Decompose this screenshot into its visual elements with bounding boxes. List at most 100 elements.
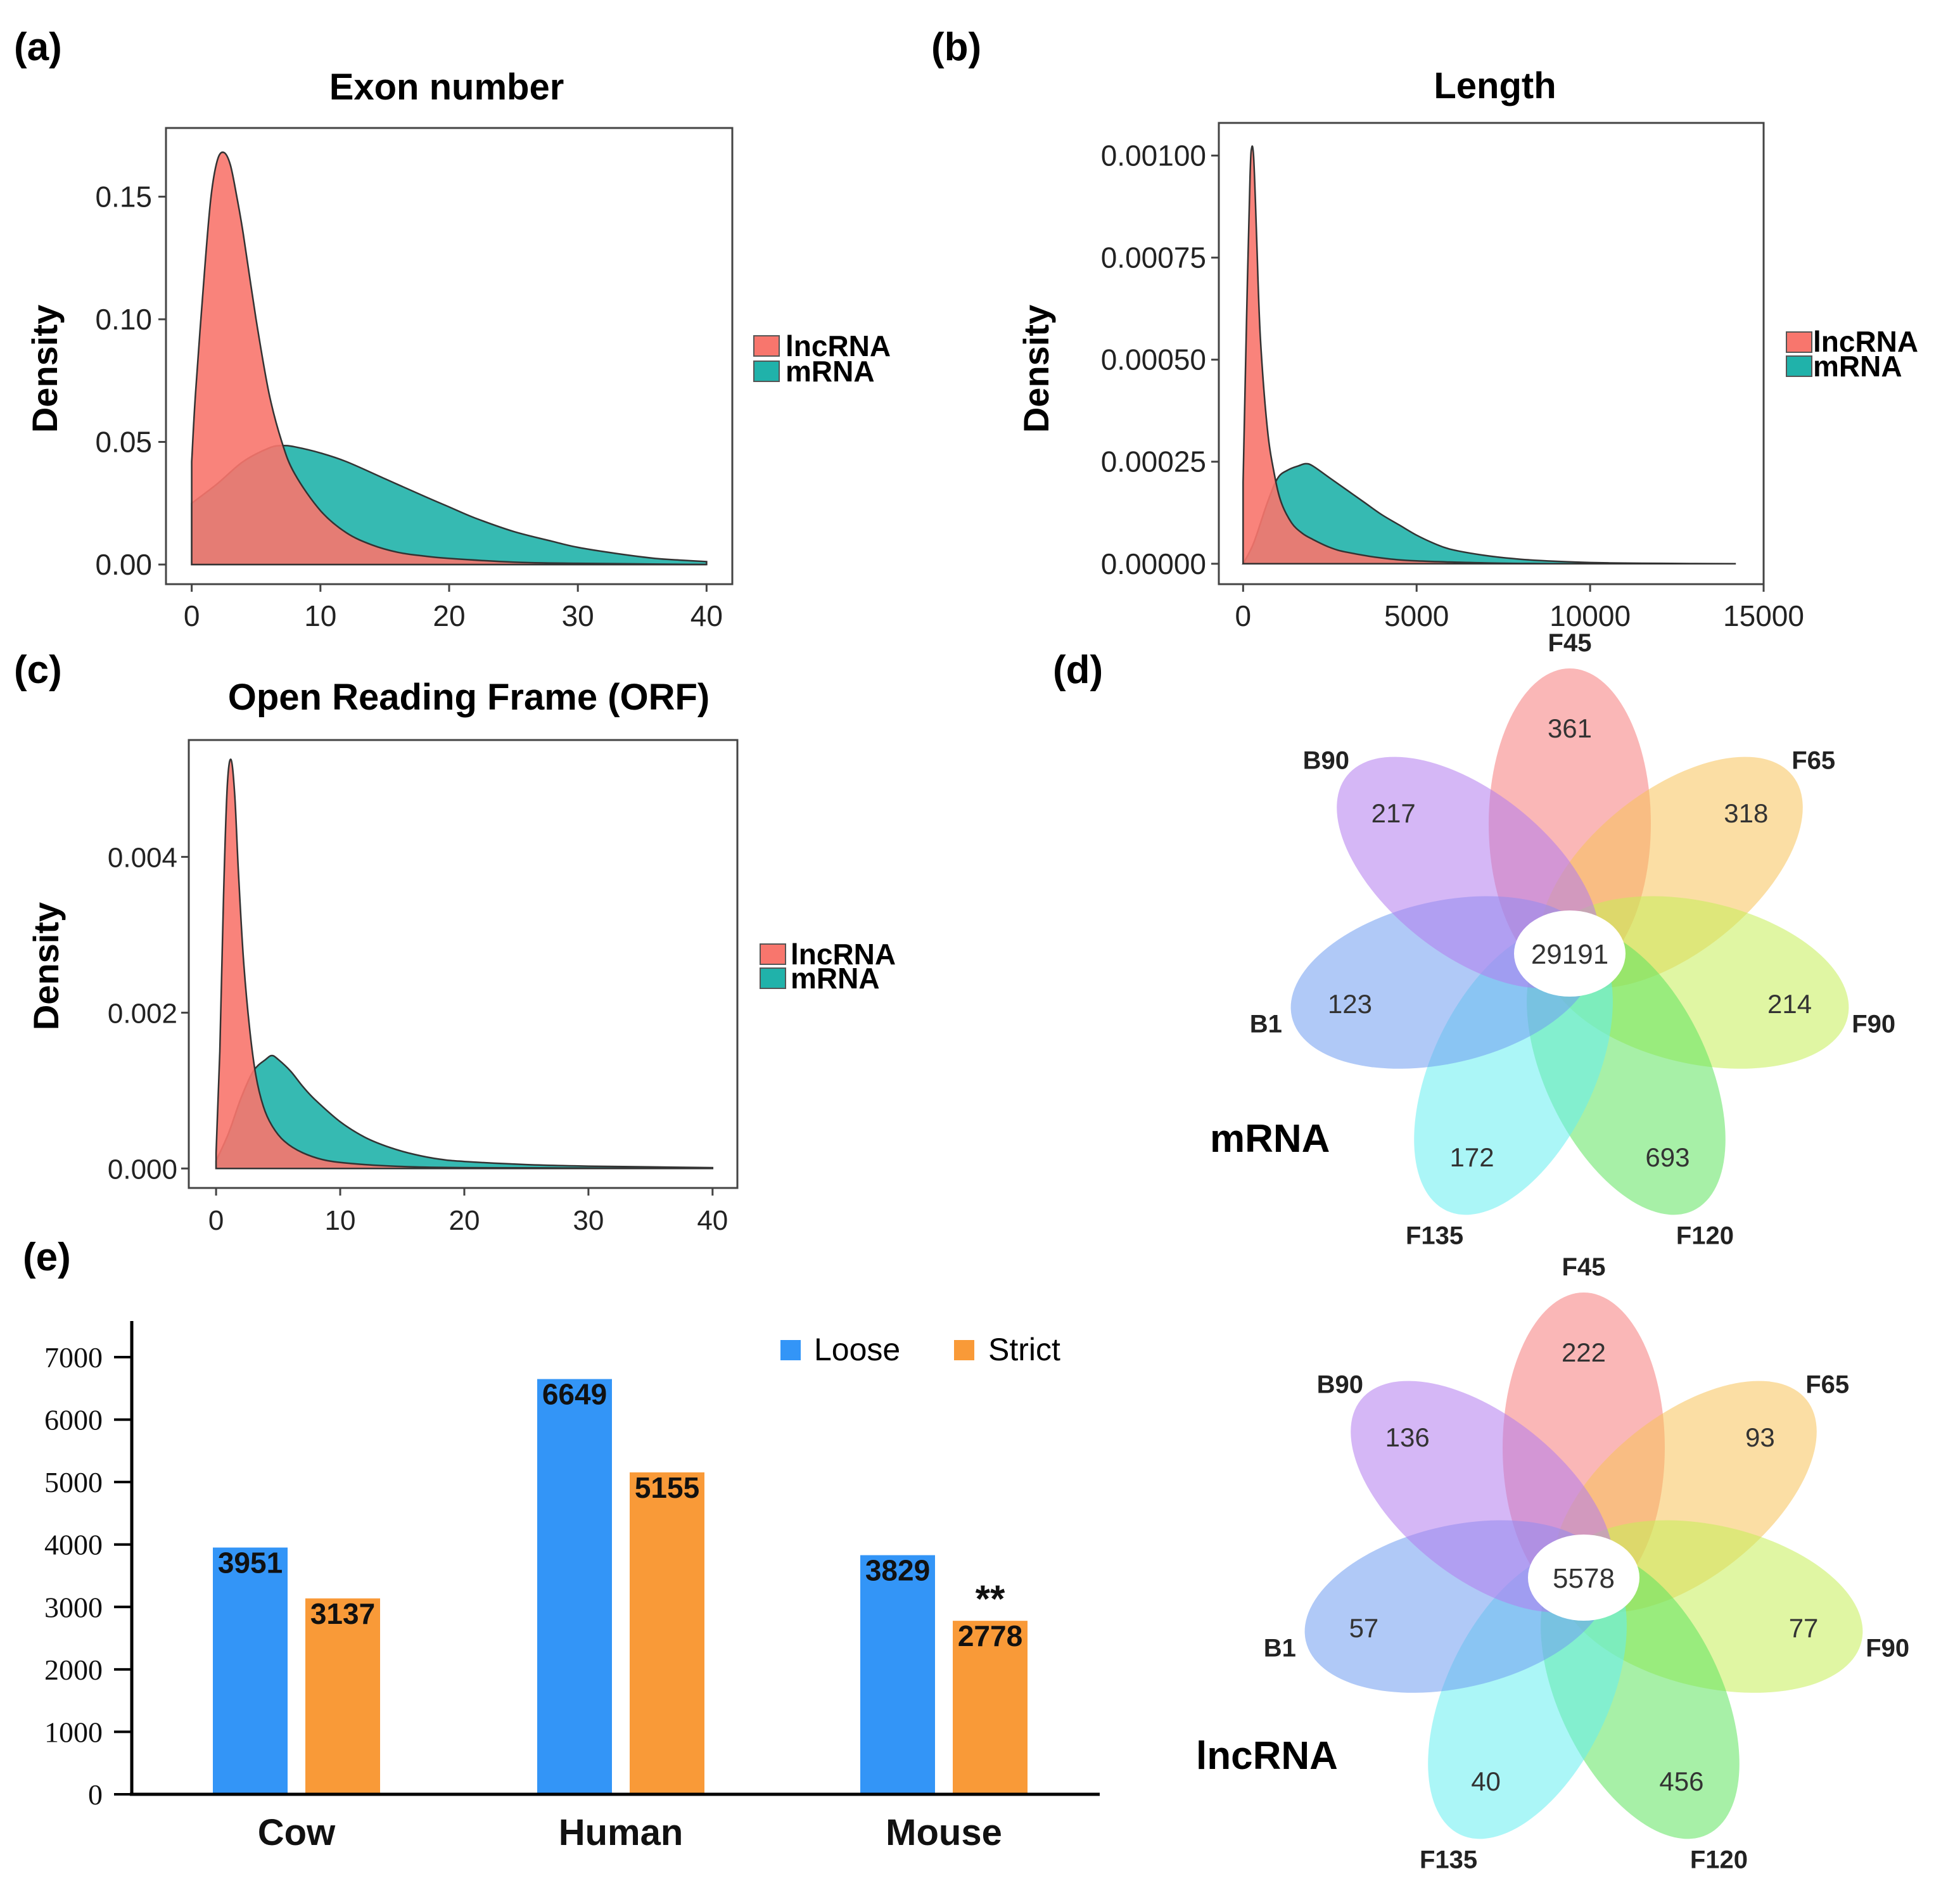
x-tick-label: 40 — [690, 599, 723, 632]
bar-value-label: 6649 — [542, 1378, 607, 1411]
venn-set-label-f135: F135 — [1406, 1222, 1463, 1249]
x-category-label: Cow — [258, 1812, 336, 1853]
density-area-lncrna — [215, 758, 713, 1170]
x-tick-label: 20 — [449, 1205, 480, 1236]
x-tick-label: 0 — [1235, 599, 1252, 632]
venn-title-mrna: mRNA — [1210, 1117, 1330, 1161]
venn-count-f90: 77 — [1789, 1613, 1819, 1643]
venn-count-f90: 214 — [1767, 989, 1812, 1019]
x-tick-label: 15000 — [1723, 599, 1804, 632]
x-tick-label: 10000 — [1550, 599, 1631, 632]
venn-count-f65: 318 — [1724, 798, 1768, 828]
y-tick-label: 3000 — [44, 1591, 103, 1623]
venn-set-label-b1: B1 — [1264, 1635, 1296, 1663]
y-axis-label: Density — [26, 902, 66, 1030]
y-tick-label: 2000 — [44, 1654, 103, 1686]
lncrna-count-bar-chart: 39513137Cow66495155Human38292778Mouse** … — [44, 1321, 1100, 1853]
panel-label-a: (a) — [14, 25, 62, 69]
panel-label-e: (e) — [23, 1235, 71, 1279]
y-tick-label: 0.10 — [95, 303, 152, 336]
bar-value-label: 5155 — [635, 1471, 699, 1504]
legend: Loose Strict — [780, 1332, 1060, 1367]
venn-set-label-f45: F45 — [1562, 1253, 1606, 1281]
venn-set-label-f120: F120 — [1690, 1846, 1748, 1873]
y-tick-label: 0.00025 — [1101, 445, 1206, 478]
venn-set-label-f135: F135 — [1420, 1846, 1477, 1873]
venn-center — [1514, 910, 1626, 997]
legend-swatch-mrna — [753, 361, 780, 382]
legend-label-loose: Loose — [814, 1332, 900, 1367]
venn-set-label-f90: F90 — [1866, 1635, 1909, 1663]
bar-value-label: 3829 — [865, 1554, 930, 1587]
chart-title: Exon number — [329, 67, 564, 108]
legend-swatch-loose — [780, 1340, 801, 1360]
y-tick-label: 0.000 — [108, 1154, 177, 1185]
y-axis-label: Density — [1016, 305, 1056, 433]
y-tick-label: 0.00100 — [1101, 139, 1206, 172]
legend: lncRNA mRNA — [760, 938, 896, 995]
density-area-mrna — [1242, 463, 1736, 565]
chart-title: Length — [1434, 65, 1556, 106]
venn-count-b90: 136 — [1385, 1422, 1430, 1452]
bar-value-label: 3951 — [218, 1547, 283, 1580]
y-axis-label: Density — [25, 305, 65, 433]
legend-swatch-lncrna — [1786, 331, 1812, 353]
bar-strict-cow — [305, 1598, 380, 1794]
legend: lncRNA mRNA — [753, 329, 891, 388]
venn-set-label-f120: F120 — [1676, 1222, 1734, 1249]
legend-label-strict: Strict — [988, 1332, 1060, 1367]
venn-count-f45: 222 — [1562, 1337, 1606, 1367]
x-tick-label: 20 — [433, 599, 465, 632]
lncrna-venn-diagram: 222 F45 93 F65 77 F90 456 F120 40 F135 57 B1 136 B90 5… — [1264, 1253, 1909, 1873]
legend-label-mrna: mRNA — [1813, 350, 1902, 383]
y-tick-label: 7000 — [44, 1341, 103, 1374]
venn-count-f65: 93 — [1745, 1422, 1775, 1452]
venn-set-label-b90: B90 — [1317, 1370, 1363, 1398]
x-tick-label: 0 — [208, 1205, 224, 1236]
mrna-venn-diagram: 361 F45 318 F65 214 F90 693 F120 172 F135 123 B1 217… — [1250, 629, 1895, 1249]
y-tick-label: 0.00075 — [1101, 241, 1206, 274]
legend-label-lncrna: lncRNA — [791, 938, 896, 971]
legend-swatch-strict — [954, 1340, 974, 1360]
venn-set-label-b90: B90 — [1303, 746, 1349, 774]
venn-set-label-b1: B1 — [1250, 1011, 1282, 1038]
venn-count-f120: 456 — [1659, 1766, 1703, 1796]
legend-swatch-lncrna — [753, 335, 780, 357]
panel-label-c: (c) — [14, 648, 62, 692]
length-density-chart: Length Density 0 5000 10000 15000 0.00000 0.0… — [1016, 65, 1918, 632]
legend-swatch-mrna — [760, 967, 786, 989]
y-tick-label: 5000 — [44, 1466, 103, 1498]
bar-value-label: 2778 — [958, 1619, 1022, 1652]
venn-count-f45: 361 — [1548, 713, 1592, 743]
venn-count-f135: 40 — [1471, 1766, 1501, 1796]
bar-strict-mouse — [953, 1621, 1028, 1794]
legend-label-mrna: mRNA — [791, 962, 880, 995]
legend-swatch-lncrna — [760, 943, 786, 965]
panel-label-b: (b) — [931, 25, 981, 69]
venn-set-label-f45: F45 — [1548, 629, 1592, 657]
venn-center-count: 29191 — [1531, 939, 1608, 970]
venn-set-label-f65: F65 — [1791, 746, 1835, 774]
x-tick-label: 30 — [573, 1205, 604, 1236]
x-tick-label: 5000 — [1384, 599, 1449, 632]
x-tick-label: 40 — [697, 1205, 728, 1236]
venn-count-f135: 172 — [1450, 1142, 1494, 1172]
x-category-label: Human — [559, 1812, 684, 1853]
venn-center — [1528, 1535, 1639, 1621]
exon-number-density-chart: Exon number Density 0 10 20 30 40 0.00 0.05 0.1… — [25, 67, 891, 632]
venn-count-b90: 217 — [1371, 798, 1416, 828]
y-tick-label: 0.002 — [108, 998, 177, 1029]
panel-label-d: (d) — [1053, 648, 1103, 692]
y-tick-label: 0 — [88, 1778, 103, 1811]
y-tick-label: 0.05 — [95, 425, 152, 458]
y-tick-label: 4000 — [44, 1529, 103, 1561]
density-area-lncrna — [1242, 145, 1556, 565]
x-tick-label: 0 — [184, 599, 200, 632]
orf-density-chart: Open Reading Frame (ORF) Density 0 10 20 30… — [26, 677, 896, 1236]
x-tick-label: 10 — [304, 599, 336, 632]
y-tick-label: 0.00000 — [1101, 547, 1206, 580]
venn-set-label-f90: F90 — [1852, 1011, 1895, 1038]
bar-value-label: 3137 — [310, 1597, 375, 1630]
venn-count-b1: 57 — [1349, 1613, 1379, 1643]
